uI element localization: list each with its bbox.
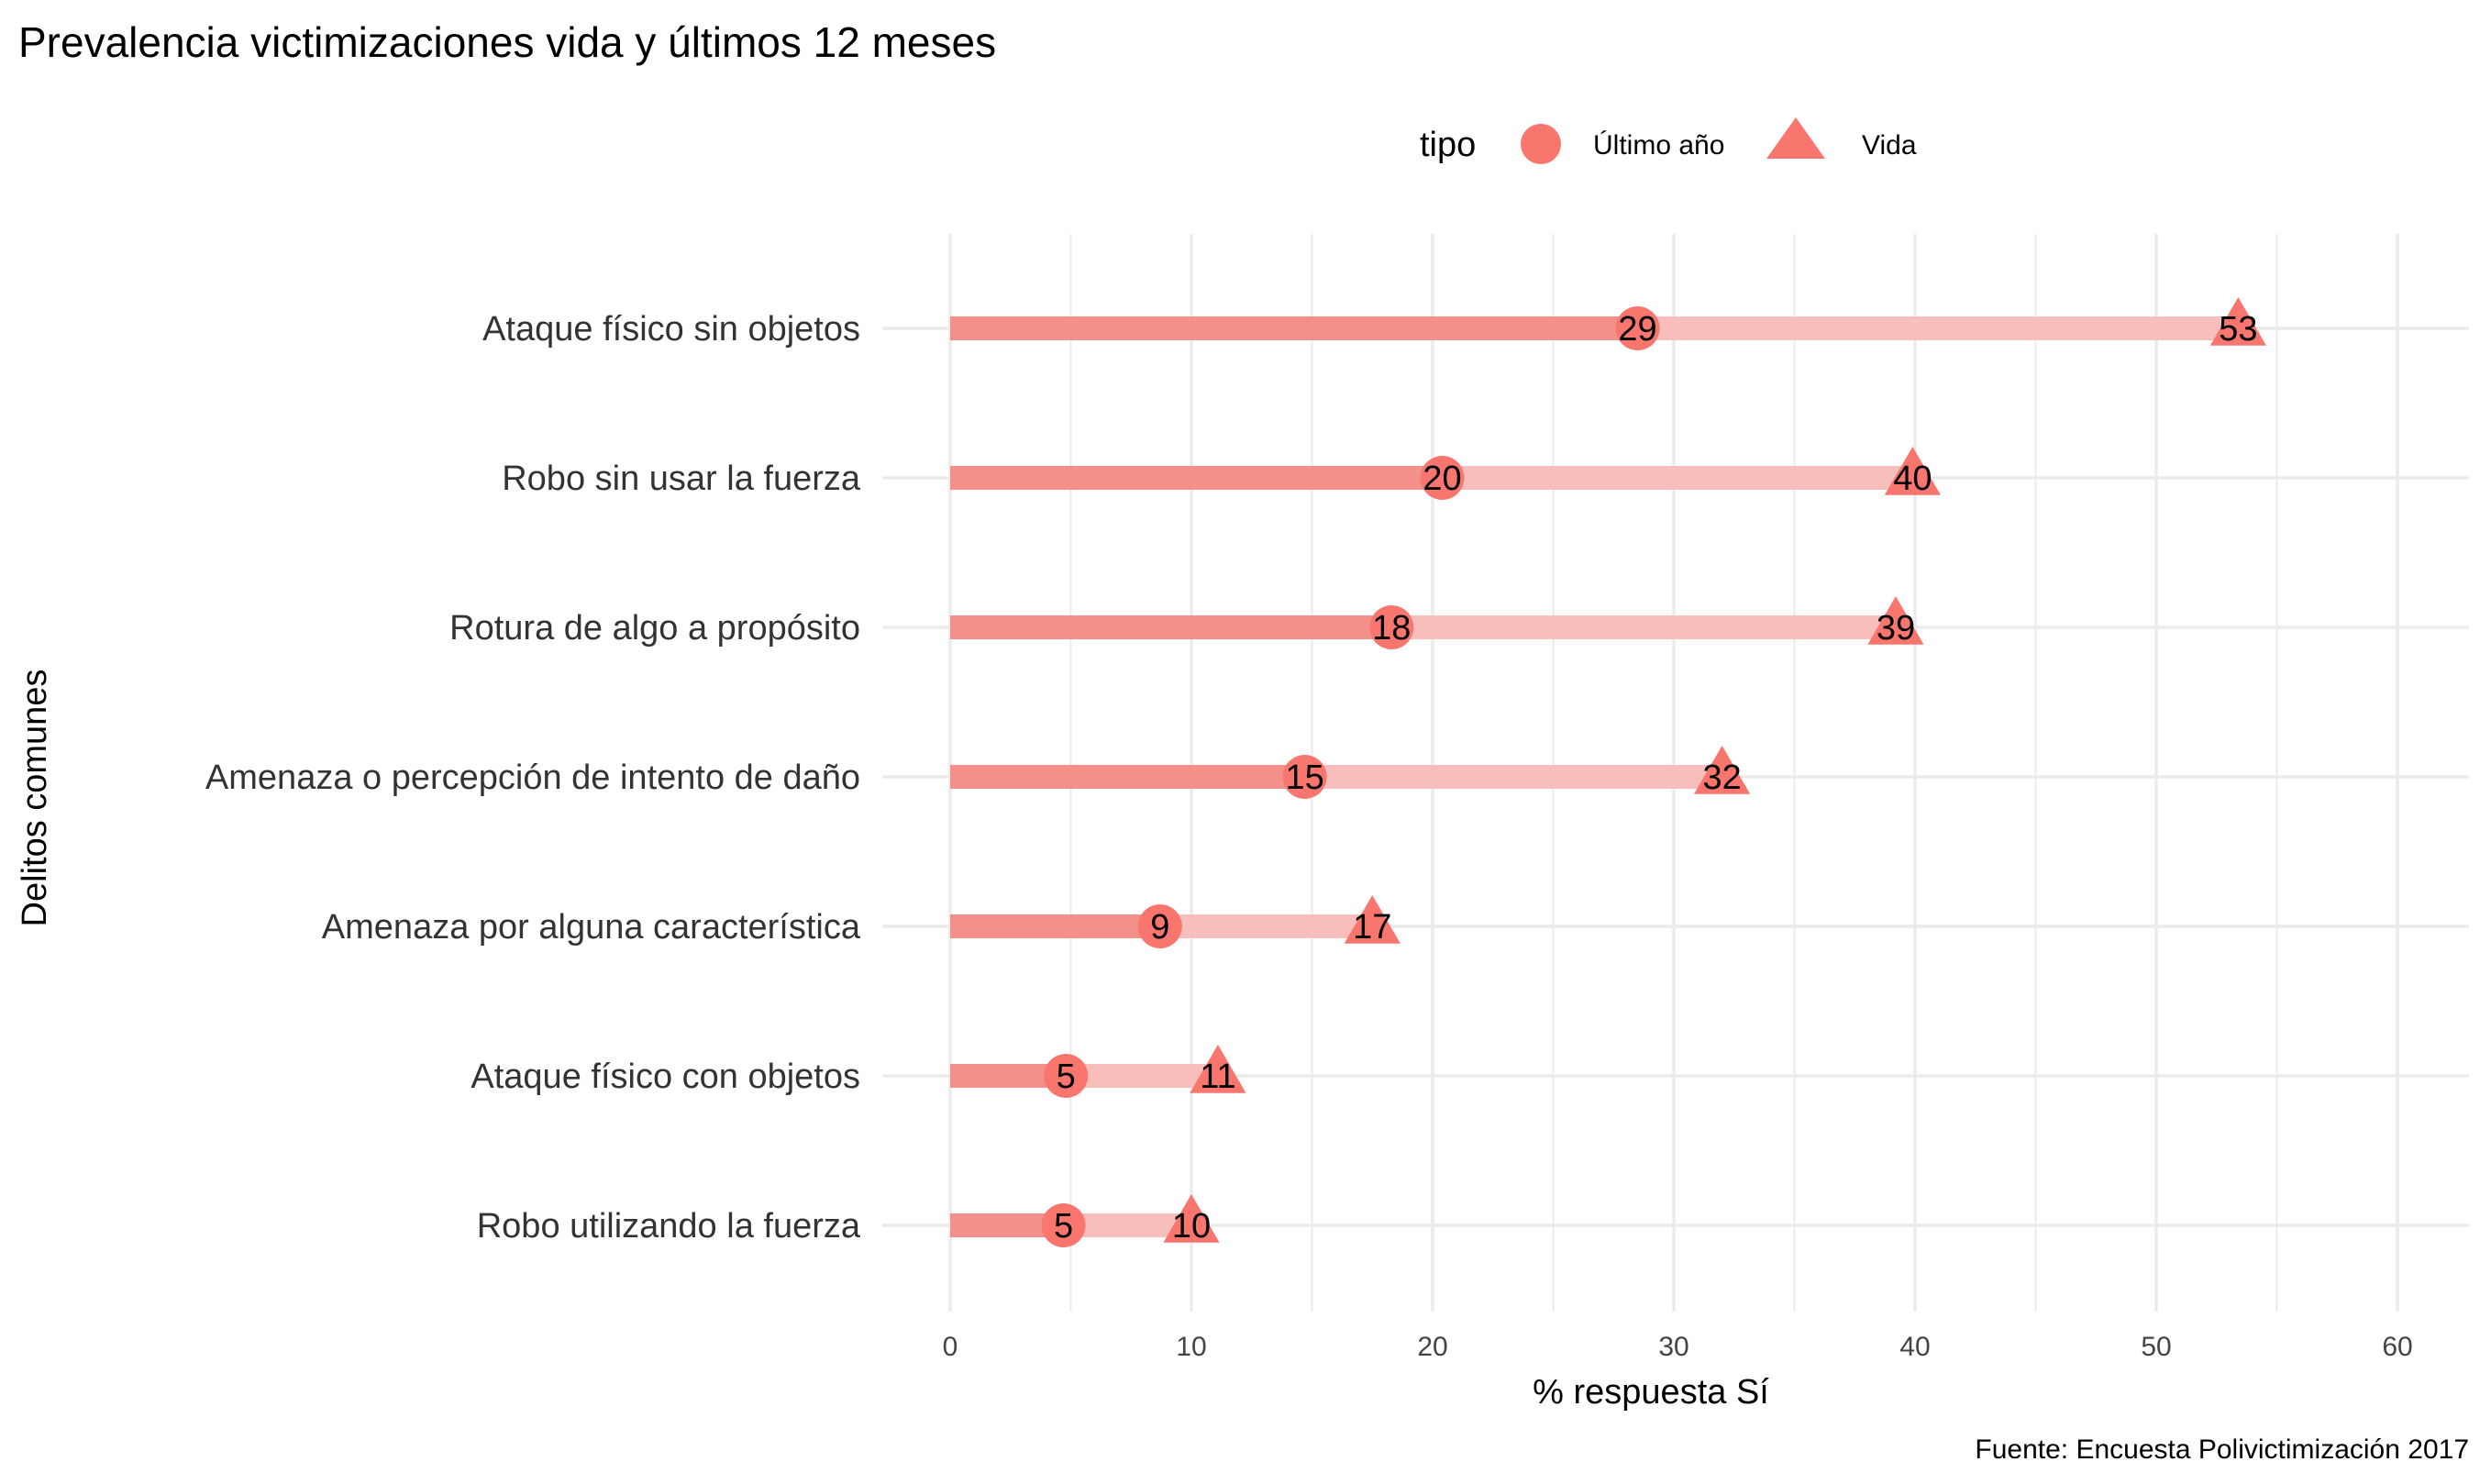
marker-last-year (1044, 1054, 1089, 1098)
chart-title: Prevalencia victimizaciones vida y últim… (18, 18, 996, 66)
marker-last-year (1420, 456, 1465, 500)
marker-last-year (1041, 1203, 1086, 1247)
category-label: Amenaza por alguna característica (322, 908, 861, 947)
x-tick-label: 10 (1176, 1332, 1206, 1362)
x-tick-label: 0 (943, 1332, 958, 1362)
x-tick-label: 60 (2382, 1332, 2412, 1362)
legend-marker-triangle (1766, 117, 1825, 159)
data-label-last-year: 20 (1423, 460, 1461, 498)
marker-life (2209, 297, 2267, 346)
marker-life (1884, 447, 1941, 495)
legend: tipo Último año Vida (1420, 117, 1917, 164)
category-label: Robo utilizando la fuerza (477, 1207, 861, 1246)
data-label-life: 32 (1702, 759, 1741, 797)
category-label: Amenaza o percepción de intento de daño (205, 759, 860, 797)
category-label: Ataque físico con objetos (471, 1058, 860, 1096)
data-label-life: 39 (1877, 609, 1915, 648)
x-tick-label: 40 (1899, 1332, 1930, 1362)
marker-life (1694, 746, 1751, 794)
legend-marker-circle (1521, 124, 1561, 164)
marker-life (1344, 895, 1400, 944)
data-label-last-year: 18 (1372, 609, 1411, 648)
markers (1041, 297, 2267, 1247)
x-tick-label: 30 (1658, 1332, 1688, 1362)
source-caption: Fuente: Encuesta Polivictimización 2017 (1975, 1434, 2469, 1465)
legend-title: tipo (1420, 126, 1476, 164)
data-label-life: 40 (1893, 460, 1932, 498)
marker-last-year (1615, 306, 1660, 350)
data-label-last-year: 29 (1618, 310, 1656, 349)
bar-last-year (950, 765, 1305, 789)
data-label-last-year: 5 (1054, 1207, 1073, 1246)
marker-last-year (1137, 904, 1182, 948)
data-label-life: 11 (1200, 1058, 1235, 1096)
data-labels: 29 53 20 40 18 39 15 32 9 17 5 11 5 10 (1054, 310, 2258, 1246)
data-label-last-year: 9 (1150, 908, 1169, 947)
data-label-life: 53 (2219, 310, 2257, 349)
y-axis-title: Delitos comunes (16, 670, 54, 927)
range-bars (950, 316, 2239, 1237)
legend-label-life: Vida (1862, 130, 1917, 161)
x-tick-label: 50 (2141, 1332, 2171, 1362)
marker-last-year (1369, 605, 1414, 649)
x-tick-labels: 0 10 20 30 40 50 60 (943, 1332, 2413, 1362)
category-label: Rotura de algo a propósito (449, 609, 860, 648)
x-tick-label: 20 (1417, 1332, 1447, 1362)
legend-label-year: Último año (1593, 130, 1724, 161)
data-label-life: 17 (1353, 908, 1391, 947)
category-labels: Ataque físico sin objetos Robo sin usar l… (205, 310, 861, 1246)
data-label-life: 10 (1172, 1207, 1211, 1246)
marker-life (1190, 1045, 1246, 1093)
bar-last-year (950, 615, 1392, 639)
x-axis-title: % respuesta Sí (1533, 1373, 1769, 1412)
marker-life (1867, 596, 1924, 645)
data-label-last-year: 15 (1285, 759, 1323, 797)
data-label-last-year: 5 (1057, 1058, 1076, 1096)
marker-last-year (1282, 755, 1327, 799)
marker-life (1163, 1194, 1220, 1243)
bar-last-year (950, 466, 1443, 490)
category-label: Ataque físico sin objetos (482, 310, 860, 349)
bar-last-year (950, 316, 1638, 340)
category-label: Robo sin usar la fuerza (502, 460, 861, 498)
bar-last-year (950, 914, 1160, 938)
